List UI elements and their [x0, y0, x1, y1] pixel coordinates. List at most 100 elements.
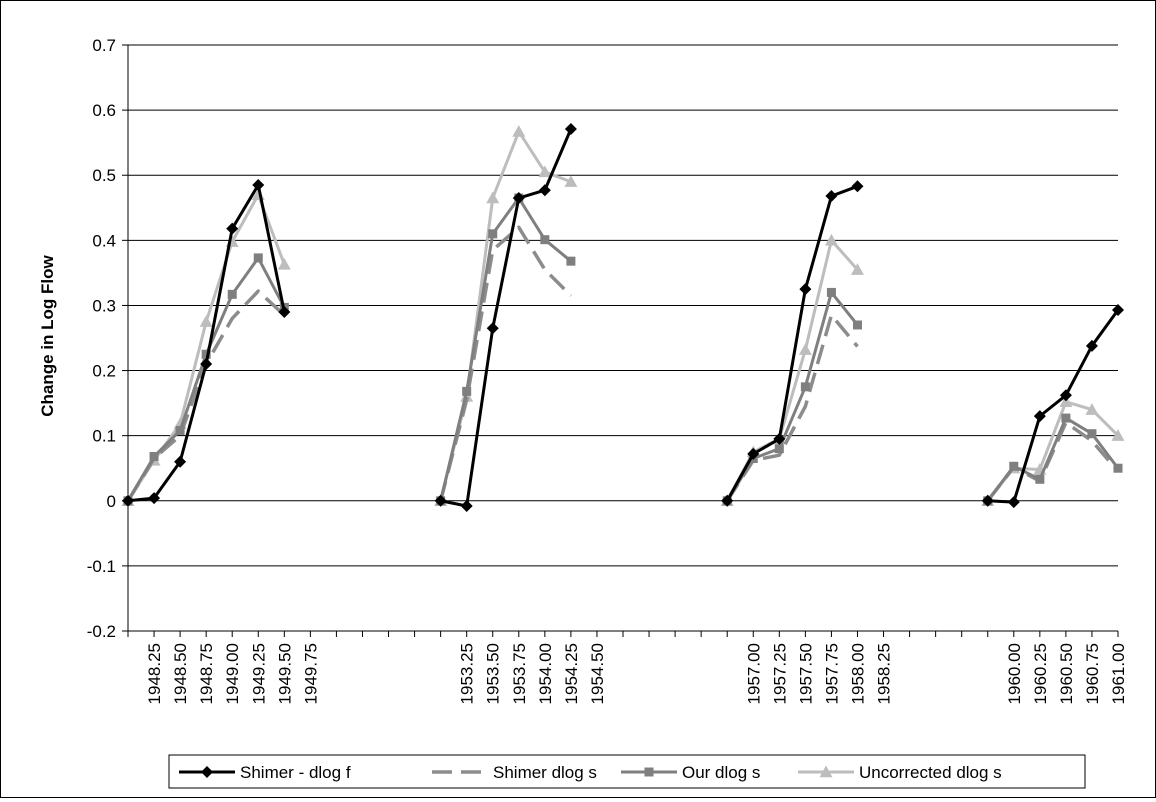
x-tick-label: 1953.25: [458, 643, 477, 704]
triangle-marker: [538, 165, 552, 178]
series-line: [986, 416, 1120, 502]
diamond-marker: [825, 190, 838, 203]
diamond-marker: [278, 305, 291, 318]
diamond-marker: [460, 499, 473, 512]
square-marker: [540, 235, 550, 245]
series-our-dlog-s: [123, 193, 1123, 506]
x-tick-label: 1949.00: [223, 643, 242, 704]
y-tick-label: 0: [107, 492, 116, 511]
x-tick-label: 1948.50: [171, 643, 190, 704]
diamond-marker: [122, 494, 134, 507]
diamond-marker: [851, 180, 864, 193]
series-shimer-dlog-f: [122, 122, 1124, 512]
axes: [122, 44, 1119, 637]
x-tick-label: 1960.25: [1031, 643, 1050, 704]
triangle-marker: [850, 263, 864, 275]
x-tick-label: 1957.50: [796, 643, 815, 704]
x-tick-label: 1957.00: [744, 643, 763, 704]
legend-item: Uncorrected dlog s: [798, 763, 1002, 782]
square-marker: [175, 425, 185, 435]
square-marker: [1113, 463, 1123, 473]
triangle-marker: [512, 125, 526, 137]
legend-label: Shimer - dlog f: [240, 763, 351, 782]
series-line: [440, 128, 573, 508]
square-marker: [1009, 461, 1019, 471]
square-marker: [253, 253, 263, 263]
y-axis-label: Change in Log Flow: [38, 254, 57, 416]
x-tick-label: 1957.25: [770, 643, 789, 704]
square-marker: [1087, 429, 1097, 439]
legend-label: Uncorrected dlog s: [859, 763, 1002, 782]
triangle-marker: [486, 191, 500, 204]
x-tick-label: 1948.25: [145, 643, 164, 704]
x-tick-label: 1954.00: [536, 643, 555, 704]
legend-item: Shimer dlog s: [432, 763, 597, 782]
diamond-marker: [1085, 339, 1098, 352]
square-marker: [227, 289, 237, 299]
y-tick-labels: 0.7 0.6 0.5 0.4 0.3 0.2 0.1 0 -0.1 -0.2: [87, 36, 116, 641]
y-tick-label: 0.4: [92, 231, 116, 250]
y-tick-label: 0.2: [92, 362, 116, 381]
x-tick-label: 1961.00: [1109, 643, 1128, 704]
square-marker: [462, 386, 472, 396]
triangle-marker: [1111, 429, 1125, 441]
triangle-marker: [564, 175, 578, 187]
x-tick-label: 1958.00: [848, 643, 867, 704]
legend: Shimer - dlog f Shimer dlog s Our dlog s Un…: [168, 754, 1086, 789]
series-line: [439, 130, 572, 502]
series-line: [439, 196, 572, 502]
x-tick-label: 1958.25: [875, 643, 894, 704]
series-line: [725, 184, 859, 502]
diamond-marker: [486, 322, 499, 335]
square-marker: [644, 767, 654, 777]
series-line: [725, 313, 859, 502]
x-tick-label: 1954.25: [562, 643, 581, 704]
triangle-marker: [824, 233, 838, 246]
diamond-marker: [226, 222, 239, 235]
square-marker: [774, 444, 784, 454]
diamond-marker: [1112, 304, 1124, 317]
x-tick-label: 1960.50: [1057, 643, 1076, 704]
square-marker: [149, 452, 159, 462]
x-tick-label: 1954.50: [588, 643, 607, 704]
x-tick-label: 1957.75: [822, 643, 841, 704]
y-tick-label: 0.3: [92, 296, 116, 315]
y-tick-label: 0.6: [92, 101, 116, 120]
square-marker: [1035, 474, 1045, 484]
triangle-marker: [277, 257, 291, 270]
diamond-marker: [1059, 389, 1072, 402]
diamond-marker: [773, 432, 786, 445]
x-tick-labels: 1948.25 1948.50 1948.75 1949.00 1949.25 1949.…: [145, 643, 1128, 704]
diamond-marker: [721, 494, 734, 507]
x-tick-label: 1949.75: [301, 643, 320, 704]
diamond-marker: [538, 184, 551, 197]
x-tick-label: 1949.25: [249, 643, 268, 704]
legend-label: Our dlog s: [682, 763, 760, 782]
legend-item: Our dlog s: [621, 763, 760, 782]
square-marker: [852, 320, 862, 330]
square-marker: [488, 229, 498, 239]
square-marker: [800, 382, 810, 392]
square-marker: [826, 287, 836, 297]
triangle-marker: [819, 765, 833, 778]
gridlines: [128, 44, 1118, 567]
diamond-marker: [747, 447, 760, 460]
diamond-marker: [148, 492, 161, 505]
legend-label: Shimer dlog s: [493, 763, 597, 782]
x-tick-label: 1948.75: [197, 643, 216, 704]
x-tick-label: 1960.75: [1083, 643, 1102, 704]
square-marker: [566, 256, 576, 266]
x-tick-label: 1949.50: [275, 643, 294, 704]
x-tick-label: 1960.00: [1005, 643, 1024, 704]
y-tick-label: 0.1: [92, 427, 116, 446]
x-tick-label: 1953.50: [484, 643, 503, 704]
diamond-marker: [564, 122, 577, 135]
x-tick-label: 1953.75: [510, 643, 529, 704]
square-marker: [1061, 413, 1071, 423]
diamond-marker: [252, 178, 265, 191]
y-tick-label: -0.1: [87, 557, 116, 576]
diamond-marker: [434, 494, 447, 507]
diamond-marker: [174, 455, 187, 468]
